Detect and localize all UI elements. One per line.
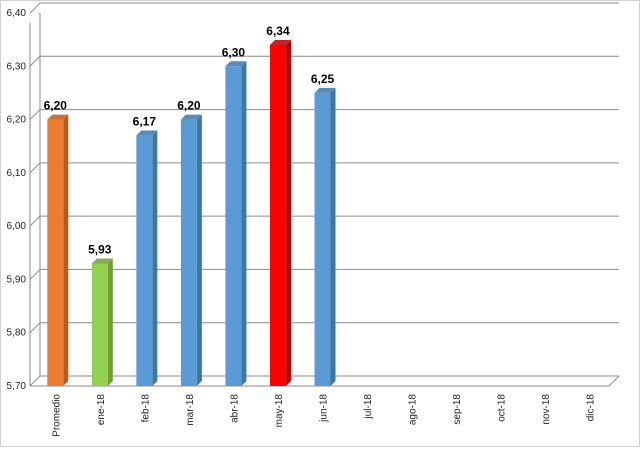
bar-abr-18 xyxy=(225,61,247,387)
bar-top xyxy=(314,87,336,93)
bar-front xyxy=(180,119,197,387)
bar-top xyxy=(269,39,291,45)
x-tick-label: oct-18 xyxy=(497,394,508,422)
bar-front xyxy=(225,66,242,387)
x-axis-ticks: Promedio ene-18 feb-18 mar-18 abr-18 may-18 ju… xyxy=(51,394,596,437)
y-tick-label: 6,40 xyxy=(7,8,27,19)
bar-top xyxy=(180,114,202,120)
bar-top xyxy=(225,61,247,67)
y-tick-label: 6,00 xyxy=(7,221,27,232)
y-tick-label: 5,70 xyxy=(7,381,27,392)
bar-top xyxy=(136,130,158,136)
floor-edge xyxy=(608,375,620,387)
gridline-side xyxy=(29,162,41,174)
x-tick-label: abr-18 xyxy=(229,394,240,423)
x-tick-label: mar-18 xyxy=(185,394,196,426)
data-labels: 6,20 5,93 6,17 6,20 6,30 6,34 6,25 xyxy=(44,24,335,256)
y-tick-label: 5,80 xyxy=(7,328,27,339)
bar-side xyxy=(285,39,291,386)
bar-jun-18 xyxy=(314,87,336,386)
data-label: 5,93 xyxy=(88,242,112,256)
bar-front xyxy=(269,44,286,386)
bar-front xyxy=(47,119,64,387)
x-tick-label: nov-18 xyxy=(541,394,552,425)
bar-top xyxy=(47,114,69,120)
y-tick-label: 6,10 xyxy=(7,168,27,179)
data-label: 6,20 xyxy=(44,99,68,113)
y-axis-ticks: 5,70 5,80 5,90 6,00 6,10 6,20 6,30 6,40 xyxy=(7,8,27,392)
x-tick-label: jul-18 xyxy=(363,394,374,420)
bar-mar-18 xyxy=(180,114,202,387)
bar-side xyxy=(196,114,202,387)
data-label: 6,20 xyxy=(177,99,201,113)
data-label: 6,34 xyxy=(266,24,290,38)
bar-top xyxy=(91,258,113,264)
x-tick-label: may-18 xyxy=(274,394,285,428)
gridline-side xyxy=(29,109,41,120)
y-tick-label: 6,20 xyxy=(7,115,27,126)
x-tick-label: ene-18 xyxy=(96,394,107,426)
bar-ene-18 xyxy=(91,258,113,386)
data-label: 6,25 xyxy=(311,72,335,86)
gridline-side xyxy=(29,2,41,14)
x-tick-label: Promedio xyxy=(51,394,62,437)
gridline-side xyxy=(29,215,41,227)
bar-front xyxy=(314,92,331,386)
bar-feb-18 xyxy=(136,130,158,386)
y-tick-label: 6,30 xyxy=(7,61,27,72)
gridline-side xyxy=(29,269,41,280)
x-tick-label: jun-18 xyxy=(319,394,330,423)
bar-front xyxy=(136,135,153,386)
data-label: 6,17 xyxy=(133,115,157,129)
data-label: 6,30 xyxy=(222,45,246,59)
bar-may-18 xyxy=(269,39,291,386)
gridline-side xyxy=(29,375,41,387)
bar-side xyxy=(63,114,69,387)
bar-side xyxy=(330,87,336,386)
bars xyxy=(47,39,336,387)
bar-side xyxy=(107,258,113,386)
y-tick-label: 5,90 xyxy=(7,274,27,285)
x-tick-label: dic-18 xyxy=(586,394,597,422)
x-tick-label: ago-18 xyxy=(408,394,419,426)
gridline-side xyxy=(29,322,41,334)
bar-front xyxy=(91,263,108,386)
gridline-side xyxy=(29,55,41,67)
x-tick-label: feb-18 xyxy=(140,394,151,423)
bar-side xyxy=(152,130,158,386)
bar-side xyxy=(241,61,247,387)
bar-Promedio xyxy=(47,114,69,387)
x-tick-label: sep-18 xyxy=(452,394,463,425)
